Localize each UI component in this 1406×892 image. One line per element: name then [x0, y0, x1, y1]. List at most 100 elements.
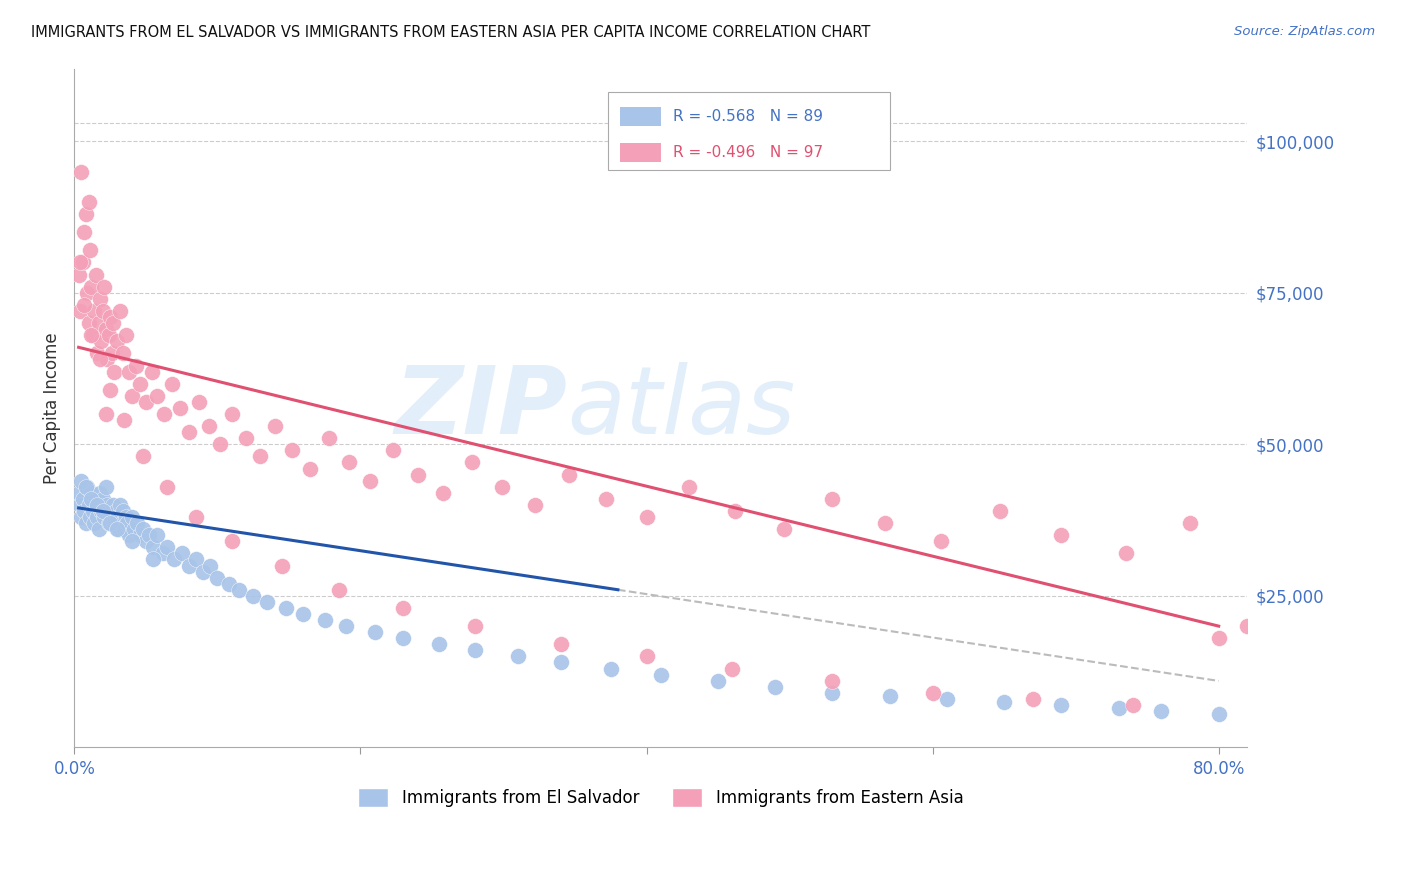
Point	[91, 304, 114, 318]
Point	[129, 376, 152, 391]
Point	[432, 485, 454, 500]
Point	[328, 582, 350, 597]
Point	[69, 255, 91, 269]
Point	[93, 510, 115, 524]
Point	[100, 510, 122, 524]
Point	[98, 383, 121, 397]
Point	[152, 546, 174, 560]
Point	[281, 443, 304, 458]
Point	[91, 491, 114, 506]
Point	[115, 516, 138, 530]
Point	[98, 504, 121, 518]
Point	[80, 485, 103, 500]
Point	[79, 244, 101, 258]
Point	[77, 316, 100, 330]
Point	[721, 661, 744, 675]
Point	[98, 516, 121, 530]
Point	[82, 328, 104, 343]
Point	[392, 632, 415, 646]
Point	[1178, 516, 1201, 530]
Point	[146, 528, 169, 542]
Point	[111, 504, 134, 518]
Point	[97, 328, 120, 343]
Point	[1150, 704, 1173, 718]
Y-axis label: Per Capita Income: Per Capita Income	[44, 332, 60, 483]
Point	[821, 686, 844, 700]
Point	[87, 316, 110, 330]
Point	[242, 589, 264, 603]
Point	[69, 304, 91, 318]
Point	[1236, 619, 1258, 633]
Point	[91, 504, 114, 518]
Point	[84, 491, 107, 506]
Point	[678, 480, 700, 494]
Point	[163, 552, 186, 566]
Point	[318, 431, 340, 445]
Point	[105, 334, 128, 349]
Point	[270, 558, 292, 573]
Point	[142, 552, 165, 566]
Point	[170, 546, 193, 560]
Point	[392, 601, 415, 615]
FancyBboxPatch shape	[607, 92, 890, 170]
FancyBboxPatch shape	[620, 143, 661, 161]
Point	[636, 510, 658, 524]
Point	[146, 389, 169, 403]
Point	[772, 522, 794, 536]
Point	[86, 498, 108, 512]
Point	[70, 164, 93, 178]
Point	[464, 643, 486, 657]
Point	[207, 571, 229, 585]
Point	[314, 613, 336, 627]
Point	[72, 255, 94, 269]
Point	[427, 637, 450, 651]
Point	[184, 510, 207, 524]
Point	[337, 455, 360, 469]
Point	[299, 461, 322, 475]
Point	[599, 661, 621, 675]
Point	[364, 625, 387, 640]
Point	[84, 268, 107, 282]
Point	[191, 565, 214, 579]
Point	[292, 607, 315, 621]
Text: R = -0.496   N = 97: R = -0.496 N = 97	[672, 145, 823, 160]
Text: IMMIGRANTS FROM EL SALVADOR VS IMMIGRANTS FROM EASTERN ASIA PER CAPITA INCOME CO: IMMIGRANTS FROM EL SALVADOR VS IMMIGRANT…	[31, 25, 870, 40]
Point	[82, 504, 104, 518]
Point	[79, 510, 101, 524]
Point	[75, 516, 97, 530]
Point	[73, 225, 96, 239]
Point	[103, 516, 125, 530]
Point	[80, 279, 103, 293]
Point	[335, 619, 357, 633]
Point	[67, 268, 90, 282]
Point	[200, 558, 222, 573]
Point	[69, 498, 91, 512]
Point	[83, 304, 105, 318]
Point	[1122, 698, 1144, 712]
Point	[76, 285, 98, 300]
Point	[875, 516, 897, 530]
Point	[125, 359, 148, 373]
Point	[235, 431, 257, 445]
Point	[132, 522, 155, 536]
Point	[221, 407, 243, 421]
Point	[124, 522, 146, 536]
Point	[256, 595, 278, 609]
Point	[111, 346, 134, 360]
Point	[80, 328, 103, 343]
Point	[97, 516, 120, 530]
Point	[72, 491, 94, 506]
Point	[763, 680, 786, 694]
Point	[90, 504, 112, 518]
Point	[135, 395, 157, 409]
Point	[121, 510, 143, 524]
Point	[118, 528, 141, 542]
Point	[138, 528, 160, 542]
Point	[94, 480, 117, 494]
Point	[114, 510, 136, 524]
Point	[550, 637, 572, 651]
Point	[1208, 706, 1230, 721]
Point	[108, 304, 131, 318]
Point	[821, 673, 844, 688]
Point	[70, 510, 93, 524]
